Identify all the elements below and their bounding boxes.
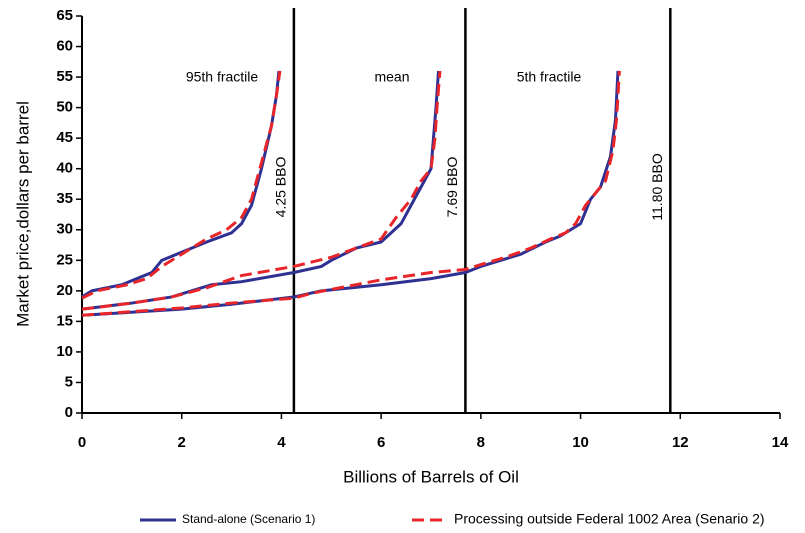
reference-label: 7.69 BBO: [444, 157, 460, 218]
y-tick-label: 25: [56, 251, 73, 268]
legend-label: Stand-alone (Scenario 1): [182, 512, 315, 526]
legend-label: Processing outside Federal 1002 Area (Se…: [454, 511, 765, 527]
y-tick-label: 30: [56, 221, 73, 238]
x-tick-label: 12: [672, 434, 689, 451]
reference-label: 4.25 BBO: [273, 157, 289, 218]
y-tick-label: 60: [56, 38, 73, 55]
y-tick-label: 15: [56, 312, 73, 329]
reference-label: 11.80 BBO: [649, 153, 665, 221]
x-tick-label: 10: [572, 434, 589, 451]
series-line: [81, 70, 282, 300]
series-line: [81, 70, 620, 317]
x-tick-label: 14: [772, 434, 789, 451]
y-tick-label: 20: [56, 282, 73, 299]
x-axis-label: Billions of Barrels of Oil: [343, 467, 519, 486]
y-axis-label: Market price,dollars per barrel: [13, 101, 32, 327]
series-line: [81, 70, 621, 317]
y-tick-label: 5: [65, 373, 73, 390]
x-tick-label: 6: [377, 434, 385, 451]
x-tick-label: 0: [78, 434, 86, 451]
y-tick-label: 40: [56, 160, 73, 177]
y-tick-label: 35: [56, 190, 73, 207]
annotation: mean: [374, 69, 409, 85]
annotation: 5th fractile: [517, 69, 582, 85]
series-line: [81, 70, 442, 311]
y-tick-label: 55: [56, 68, 73, 85]
y-tick-label: 50: [56, 99, 73, 116]
x-tick-label: 8: [477, 434, 485, 451]
x-tick-label: 4: [277, 434, 286, 451]
y-tick-label: 10: [56, 343, 73, 360]
annotation: 95th fractile: [186, 69, 259, 85]
y-tick-label: 45: [56, 129, 73, 146]
y-tick-label: 65: [56, 7, 73, 24]
x-tick-label: 2: [178, 434, 186, 451]
series-line: [81, 70, 281, 299]
y-tick-label: 0: [65, 404, 73, 421]
